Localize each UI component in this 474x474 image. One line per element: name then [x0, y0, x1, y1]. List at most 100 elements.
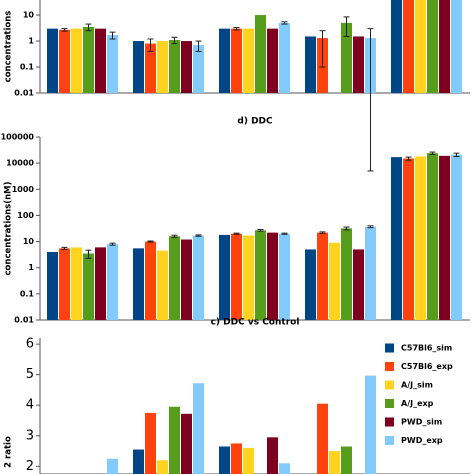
error-bar [319, 231, 326, 234]
bar [133, 248, 144, 320]
bar [279, 22, 290, 93]
bar [391, 157, 402, 320]
bar [451, 154, 462, 320]
y-tick-label: 1000 [12, 185, 35, 194]
bar [169, 39, 180, 93]
bar [107, 35, 118, 93]
error-bar [405, 156, 412, 161]
error-bar [195, 40, 202, 52]
y-tick-label: 0.01 [14, 316, 34, 325]
legend-swatch [385, 436, 394, 445]
y-tick-label: 3 [26, 428, 34, 443]
bar [317, 232, 328, 320]
bar [341, 446, 352, 474]
legend-label: A/J_sim [401, 381, 433, 390]
legend-swatch [385, 380, 394, 390]
bar [145, 412, 156, 474]
legend-swatch [385, 417, 394, 427]
error-bar [171, 234, 178, 238]
y-tick-label: 100000 [1, 133, 35, 142]
bar [157, 460, 168, 474]
error-bar [109, 242, 116, 246]
chart-title: d) DDC [237, 117, 273, 127]
y-tick-label: 4 [26, 398, 34, 413]
legend-label: C57Bl6_sim [401, 344, 452, 353]
bar [193, 45, 204, 93]
y-tick-label: 1 [28, 263, 34, 272]
bar [181, 413, 192, 474]
bar [279, 463, 290, 474]
bar [145, 241, 156, 320]
bar [439, 0, 450, 94]
bar [59, 29, 70, 93]
bar [243, 28, 254, 93]
bar [193, 235, 204, 320]
bar [231, 28, 242, 93]
error-bar [367, 225, 374, 229]
bar [267, 437, 278, 474]
bar [427, 0, 438, 94]
panel: d) DDC concentrations(nM) 0.01 0.1 1 10 100 100… [1, 117, 470, 325]
y-tick-label: 1 [28, 37, 34, 46]
error-bar [453, 152, 460, 157]
bar [255, 230, 266, 320]
legend-label: A/J_exp [401, 399, 434, 408]
bar [365, 226, 376, 320]
error-bar [367, 28, 374, 172]
error-bar [147, 240, 154, 243]
error-bar [109, 31, 116, 40]
bar [107, 244, 118, 320]
legend-swatch [385, 399, 394, 408]
legend-label: C57Bl6_exp [401, 362, 453, 371]
bar [341, 22, 352, 93]
bar [95, 28, 106, 93]
bar [181, 41, 192, 93]
y-tick-label: 10 [23, 11, 35, 20]
y-axis-label: concentrations [4, 11, 14, 83]
y-tick-label: 0.01 [14, 89, 34, 98]
bar [341, 228, 352, 320]
bar [305, 36, 316, 93]
bar [83, 26, 94, 93]
bar [133, 449, 144, 474]
error-bar [429, 151, 436, 155]
error-bar [343, 16, 350, 37]
bar [231, 233, 242, 320]
bar [403, 0, 414, 94]
bar [243, 235, 254, 320]
legend-label: PWD_sim [401, 418, 442, 427]
bar [439, 155, 450, 320]
y-tick-label: 100 [17, 211, 34, 220]
y-axis-label: 2 ratio [4, 436, 14, 468]
error-bar [343, 226, 350, 231]
y-tick-label: 0.1 [20, 63, 35, 72]
bar [391, 0, 402, 94]
bar [193, 383, 204, 474]
legend-swatch [385, 343, 394, 353]
bar [71, 247, 82, 320]
error-bar [195, 234, 202, 237]
bar [329, 451, 340, 474]
bar [353, 36, 364, 93]
legend-label: PWD_exp [401, 436, 443, 445]
bar [279, 233, 290, 320]
y-tick-label: 0.1 [20, 289, 35, 298]
bar [157, 41, 168, 93]
bar [415, 0, 426, 94]
error-bar [61, 246, 68, 250]
bar [47, 251, 58, 320]
bar [169, 406, 180, 474]
bar [231, 443, 242, 474]
bar [255, 15, 266, 93]
bar [95, 247, 106, 320]
error-bar [233, 232, 240, 235]
bar [365, 375, 376, 474]
bar [451, 0, 462, 94]
bar [59, 248, 70, 320]
bar [181, 239, 192, 320]
y-tick-label: 2 [26, 459, 34, 474]
y-tick-label: 10000 [6, 159, 34, 168]
y-tick-label: 6 [26, 337, 34, 352]
